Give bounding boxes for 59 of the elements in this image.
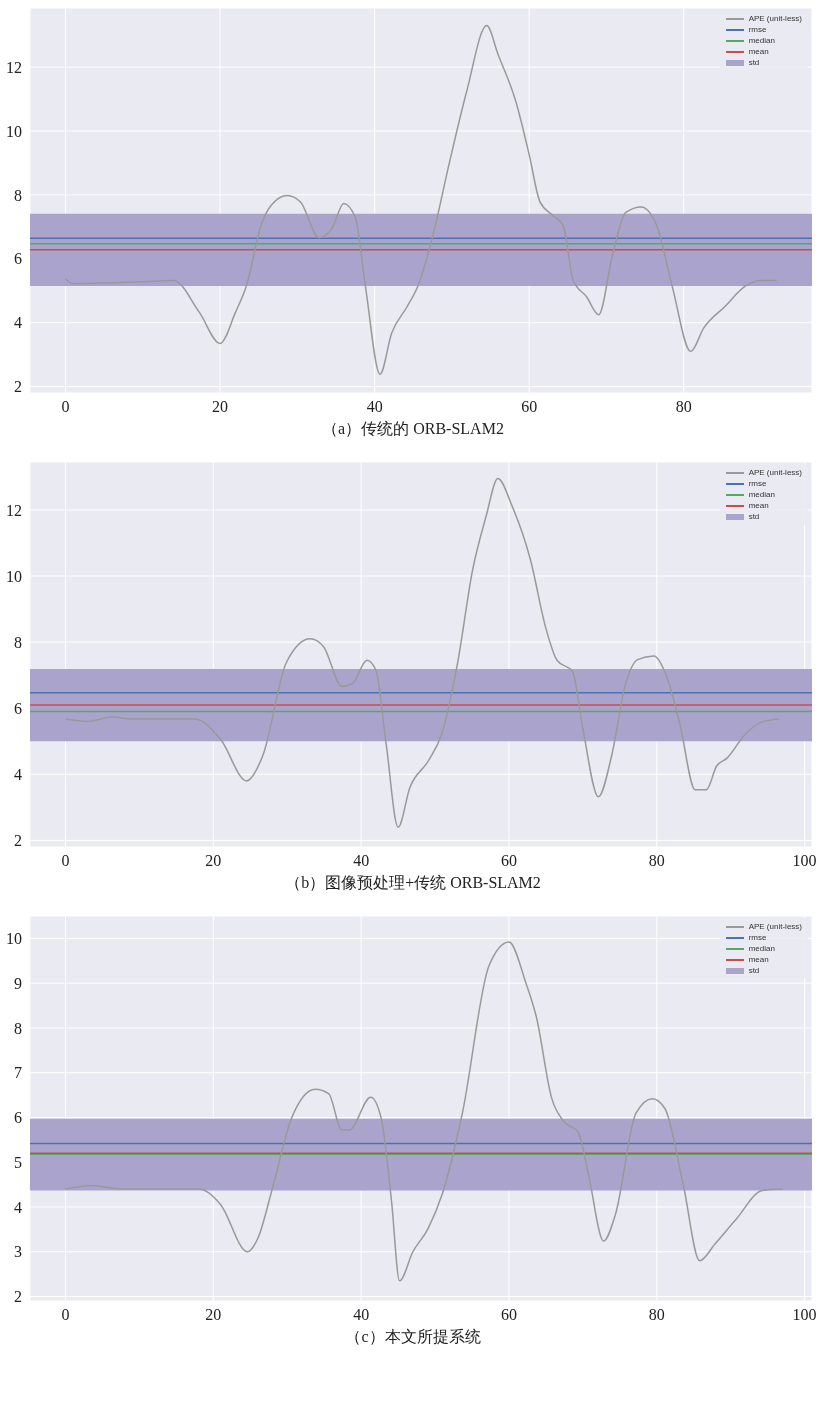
legend-label: APE (unit-less): [748, 467, 802, 478]
y-tick-label: 2: [14, 378, 22, 396]
x-tick-label: 40: [353, 1306, 370, 1324]
x-tick-label: 0: [61, 398, 70, 416]
x-tick-label: 20: [205, 1306, 222, 1324]
x-tick-label: 80: [648, 1306, 665, 1324]
y-tick-label: 3: [14, 1243, 22, 1261]
legend-label: APE (unit-less): [748, 921, 802, 932]
legend-label: rmse: [748, 932, 767, 943]
y-tick-label: 9: [14, 974, 22, 992]
legend-label: std: [748, 511, 760, 522]
y-tick-label: 6: [14, 250, 22, 268]
line-series: [64, 941, 784, 1282]
legend-label: mean: [748, 46, 769, 57]
y-tick-label: 6: [14, 1109, 22, 1127]
legend-label: mean: [748, 500, 769, 511]
legend-label: median: [748, 489, 775, 500]
y-tick-label: 7: [14, 1064, 22, 1082]
x-tick-label: 0: [61, 1306, 70, 1324]
y-tick-label: 10: [6, 930, 22, 948]
y-tick-label: 12: [6, 58, 22, 76]
legend-label: std: [748, 57, 760, 68]
y-tick-label: 4: [14, 765, 22, 783]
legend-label: rmse: [748, 24, 767, 35]
legend-label: APE (unit-less): [748, 13, 802, 24]
x-tick-label: 20: [212, 398, 229, 416]
x-tick-label: 40: [353, 852, 370, 870]
x-tick-label: 60: [500, 852, 517, 870]
y-tick-label: 12: [6, 501, 22, 519]
y-tick-label: 8: [14, 1019, 22, 1037]
y-tick-label: 10: [6, 567, 22, 585]
legend-label: std: [748, 965, 760, 976]
y-tick-label: 8: [14, 633, 22, 651]
y-tick-label: 10: [6, 122, 22, 140]
x-tick-label: 40: [366, 398, 383, 416]
text: （b）图像预处理+传统 ORB-SLAM2: [284, 873, 542, 893]
legend-label: rmse: [748, 478, 767, 489]
y-tick-label: 8: [14, 186, 22, 204]
y-tick-label: 4: [14, 1198, 22, 1216]
x-tick-label: 0: [61, 852, 70, 870]
line-series: [64, 24, 778, 375]
x-tick-label: 80: [648, 852, 665, 870]
y-tick-label: 2: [14, 832, 22, 850]
y-tick-label: 6: [14, 699, 22, 717]
x-tick-label: 80: [675, 398, 692, 416]
y-tick-label: 5: [14, 1153, 22, 1171]
text: （a）传统的 ORB-SLAM2: [321, 419, 505, 439]
y-tick-label: 4: [14, 314, 22, 332]
legend-label: median: [748, 35, 775, 46]
x-tick-label: 100: [792, 1306, 817, 1324]
legend-label: mean: [748, 954, 769, 965]
x-tick-label: 60: [500, 1306, 517, 1324]
legend-label: median: [748, 943, 775, 954]
text: （c）本文所提系统: [344, 1327, 482, 1347]
y-tick-label: 2: [14, 1288, 22, 1306]
x-tick-label: 100: [792, 852, 817, 870]
x-tick-label: 20: [205, 852, 222, 870]
line-series: [64, 477, 780, 828]
x-tick-label: 60: [521, 398, 538, 416]
